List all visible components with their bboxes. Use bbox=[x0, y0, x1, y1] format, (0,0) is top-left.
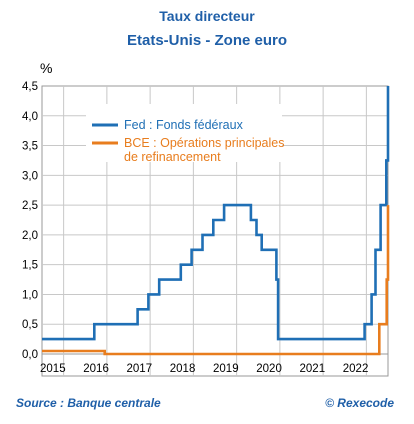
chart-title-line1: Taux directeur bbox=[159, 8, 255, 24]
source-note: Source : Banque centrale bbox=[16, 396, 161, 410]
y-tick-label: 2,0 bbox=[22, 230, 38, 242]
y-tick-label: 3,5 bbox=[22, 141, 38, 153]
y-tick-label: 3,0 bbox=[22, 170, 38, 182]
y-tick-label: 4,0 bbox=[22, 111, 38, 123]
y-tick-label: 0,5 bbox=[22, 319, 38, 331]
series-line bbox=[42, 86, 390, 341]
x-tick-label: 2020 bbox=[256, 363, 282, 375]
x-axis-ticks: 2015 2016 2017 2018 2019 2020 2021 2022 bbox=[40, 363, 368, 375]
x-tick-label: 2021 bbox=[300, 363, 326, 375]
x-tick-label: 2016 bbox=[83, 363, 109, 375]
x-tick-label: 2019 bbox=[213, 363, 239, 375]
y-tick-label: 0,0 bbox=[22, 349, 38, 361]
chart-title-line2: Etats-Unis - Zone euro bbox=[126, 32, 287, 49]
x-tick-label: 2015 bbox=[40, 363, 66, 375]
y-tick-label: 2,5 bbox=[22, 200, 38, 212]
legend-label: Fed : Fonds fédéraux bbox=[124, 118, 244, 132]
y-axis-ticks: 0,0 0,5 1,0 1,5 2,0 2,5 3,0 3,5 4,0 4,5 bbox=[22, 81, 38, 361]
x-tick-label: 2017 bbox=[127, 363, 153, 375]
y-tick-label: 1,0 bbox=[22, 289, 38, 301]
y-tick-label: 1,5 bbox=[22, 260, 38, 272]
series-line bbox=[42, 205, 390, 356]
credit-note: © Rexecode bbox=[325, 396, 394, 410]
legend-label-continued: de refinancement bbox=[124, 150, 221, 164]
series-lines bbox=[42, 86, 390, 356]
legend-box bbox=[86, 104, 282, 162]
y-tick-label: 4,5 bbox=[22, 81, 38, 93]
x-tick-label: 2018 bbox=[170, 363, 196, 375]
x-tick-label: 2022 bbox=[343, 363, 369, 375]
legend: Fed : Fonds fédéraux BCE : Opérations pri… bbox=[86, 104, 285, 164]
y-axis-unit-label: % bbox=[40, 60, 53, 76]
legend-label: BCE : Opérations principales bbox=[124, 136, 285, 150]
